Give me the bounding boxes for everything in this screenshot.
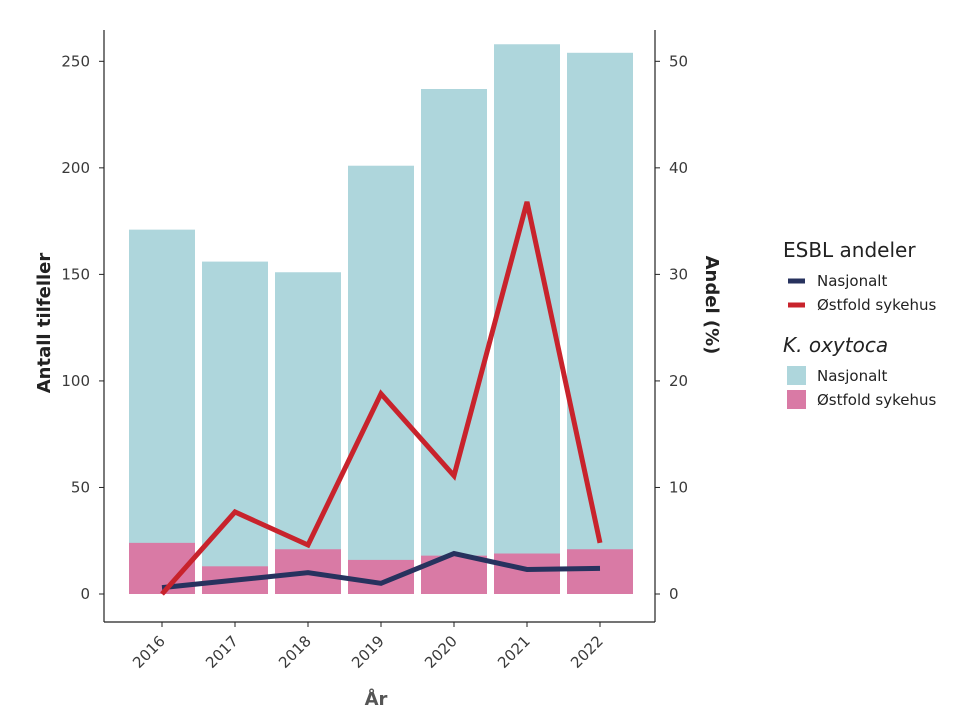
line-nasjonalt <box>161 550 601 591</box>
x-tick-label: 2017 <box>202 632 242 672</box>
legend-key-box <box>787 390 806 409</box>
x-tick-label: 2016 <box>129 632 169 672</box>
bar-nasjonalt-2016 <box>129 229 195 594</box>
y-tick-label-right: 30 <box>669 265 688 283</box>
bar-nasjonalt-2022 <box>567 52 633 595</box>
bar-ostfold-2022 <box>567 549 633 594</box>
y-tick-label-left: 0 <box>80 585 90 603</box>
y-axis-title-right: Andel (%) <box>701 256 722 355</box>
lines-layer <box>160 201 603 596</box>
bar-nasjonalt-2019 <box>348 165 414 594</box>
x-tick-label: 2021 <box>494 632 534 672</box>
legend-title: ESBL andeler <box>783 238 916 262</box>
bar-ostfold-2021 <box>494 553 560 594</box>
bar-ostfold-2019 <box>348 559 414 594</box>
y-tick-label-left: 100 <box>61 372 90 390</box>
y-tick-label-right: 50 <box>669 52 688 70</box>
legend-label: Østfold sykehus <box>817 296 937 314</box>
bar-nasjonalt-2017 <box>202 261 268 594</box>
legend-label: Østfold sykehus <box>817 391 937 409</box>
y-tick-label-left: 150 <box>61 265 90 283</box>
legend-label: Nasjonalt <box>817 367 887 385</box>
x-tick-label: 2019 <box>348 632 388 672</box>
legend: ESBL andeler Nasjonalt Østfold sykehus K. o… <box>783 238 937 409</box>
x-tick-label: 2022 <box>567 632 607 672</box>
y-tick-label-left: 250 <box>61 52 90 70</box>
line-ostfold <box>160 201 603 596</box>
x-tick-label: 2020 <box>421 632 461 672</box>
legend-key-box <box>787 366 806 385</box>
y-tick-label-right: 20 <box>669 372 688 390</box>
x-axis-title: År <box>365 687 388 710</box>
y-tick-label-right: 10 <box>669 478 688 496</box>
bar-nasjonalt-2020 <box>421 89 487 594</box>
y-tick-label-right: 0 <box>669 585 679 603</box>
y-tick-label-left: 200 <box>61 159 90 177</box>
y-tick-label-left: 50 <box>71 478 90 496</box>
y-axis-title-left: Antall tilfeller <box>34 253 55 394</box>
bars-layer <box>129 44 633 595</box>
legend-title: K. oxytoca <box>783 333 888 357</box>
legend-label: Nasjonalt <box>817 272 887 290</box>
x-tick-label: 2018 <box>275 632 315 672</box>
y-tick-label-right: 40 <box>669 159 688 177</box>
bar-nasjonalt-2021 <box>494 44 560 595</box>
